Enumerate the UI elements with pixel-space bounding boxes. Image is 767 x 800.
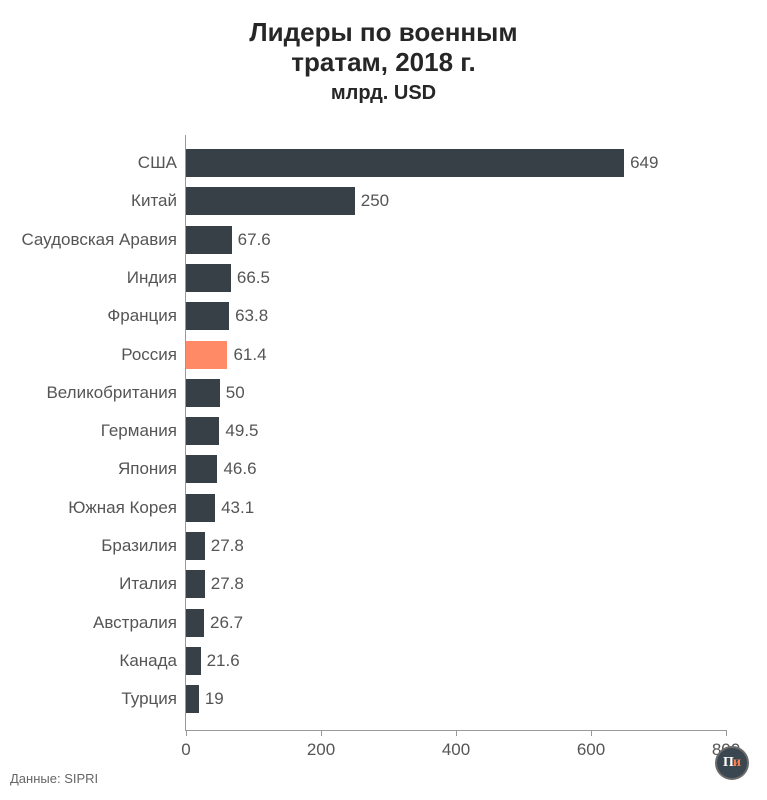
bar-value-label: 61.4	[233, 345, 266, 365]
title-line1: Лидеры по военным	[249, 17, 517, 47]
bar-value-label: 46.6	[223, 459, 256, 479]
bar	[186, 149, 624, 177]
chart-container: Лидеры по военным тратам, 2018 г. млрд. …	[0, 0, 767, 800]
bar-value-label: 250	[361, 191, 389, 211]
bar-value-label: 50	[226, 383, 245, 403]
bar	[186, 570, 205, 598]
category-label: Турция	[121, 689, 177, 709]
x-tick-mark	[186, 730, 187, 736]
bar	[186, 379, 220, 407]
chart-subtitle: млрд. USD	[0, 82, 767, 105]
bar	[186, 302, 229, 330]
bar	[186, 341, 227, 369]
bar-value-label: 67.6	[238, 230, 271, 250]
bar	[186, 187, 355, 215]
category-label: Австралия	[93, 613, 177, 633]
bar	[186, 455, 217, 483]
category-label: Китай	[131, 191, 177, 211]
x-tick-mark	[456, 730, 457, 736]
title-line2: тратам, 2018 г.	[291, 47, 475, 77]
x-tick-label: 600	[577, 740, 605, 760]
bar-value-label: 63.8	[235, 306, 268, 326]
category-label: Великобритания	[46, 383, 177, 403]
bar	[186, 532, 205, 560]
plot-area: 020040060080064925067.666.563.861.45049.…	[185, 135, 726, 731]
x-tick-label: 200	[307, 740, 335, 760]
bar-value-label: 27.8	[211, 536, 244, 556]
category-label: Южная Корея	[68, 498, 177, 518]
bar	[186, 609, 204, 637]
category-label: Германия	[101, 421, 177, 441]
x-tick-mark	[726, 730, 727, 736]
bar-value-label: 26.7	[210, 613, 243, 633]
x-tick-mark	[321, 730, 322, 736]
x-tick-label: 400	[442, 740, 470, 760]
bar-value-label: 19	[205, 689, 224, 709]
logo-letter-i: и	[733, 755, 741, 771]
chart-title: Лидеры по военным тратам, 2018 г.	[0, 0, 767, 78]
category-label: Индия	[127, 268, 177, 288]
bar	[186, 417, 219, 445]
bar-value-label: 27.8	[211, 574, 244, 594]
category-label: Канада	[119, 651, 177, 671]
x-tick-label: 0	[181, 740, 190, 760]
bar-value-label: 49.5	[225, 421, 258, 441]
category-label: Япония	[118, 459, 177, 479]
bar-value-label: 66.5	[237, 268, 270, 288]
bar-value-label: 649	[630, 153, 658, 173]
category-label: Россия	[121, 345, 177, 365]
x-tick-mark	[591, 730, 592, 736]
category-label: Бразилия	[101, 536, 177, 556]
source-text: Данные: SIPRI	[10, 771, 98, 786]
category-label: Италия	[119, 574, 177, 594]
bar	[186, 264, 231, 292]
category-label: Саудовская Аравия	[21, 230, 177, 250]
bar	[186, 226, 232, 254]
category-label: США	[138, 153, 177, 173]
bar	[186, 494, 215, 522]
bar-value-label: 43.1	[221, 498, 254, 518]
bar	[186, 685, 199, 713]
bar	[186, 647, 201, 675]
category-label: Франция	[107, 306, 177, 326]
bar-value-label: 21.6	[207, 651, 240, 671]
logo-icon: П и	[715, 746, 749, 780]
